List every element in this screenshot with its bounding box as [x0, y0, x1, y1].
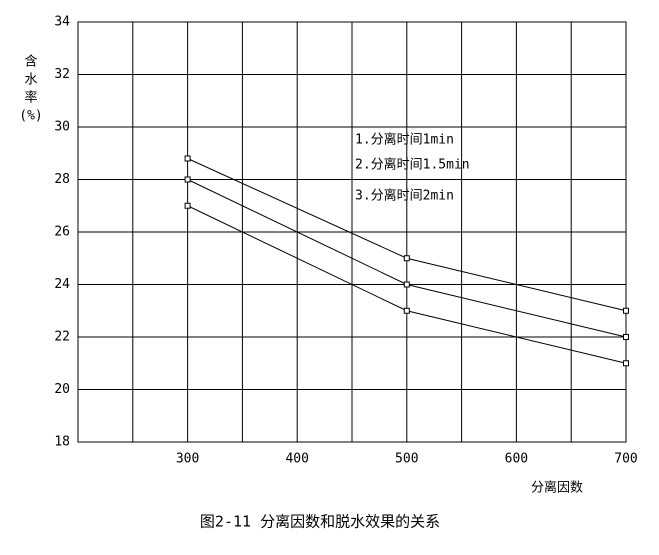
x-tick-label: 700	[614, 452, 637, 467]
y-tick-label: 28	[54, 172, 70, 187]
legend-entry: 2.分离时间1.5min	[355, 157, 470, 173]
point-marker	[623, 307, 629, 314]
point-marker	[403, 255, 410, 262]
point-marker	[184, 202, 191, 209]
y-axis-label: 含	[24, 54, 37, 70]
y-axis-label: (%)	[19, 109, 42, 124]
point-marker	[403, 281, 410, 288]
point-marker	[623, 334, 629, 340]
x-tick-label: 500	[395, 452, 418, 467]
y-tick-label: 24	[54, 277, 70, 292]
x-tick-label: 300	[176, 452, 199, 467]
y-tick-label: 18	[54, 435, 70, 450]
point-marker	[403, 307, 410, 314]
x-tick-label: 400	[285, 452, 308, 467]
y-tick-label: 34	[54, 15, 70, 30]
y-tick-label: 20	[54, 382, 70, 397]
point-marker	[184, 176, 191, 183]
y-tick-label: 26	[54, 225, 70, 240]
point-marker	[184, 155, 191, 162]
x-axis-label: 分离因数	[531, 480, 583, 496]
legend-entry: 3.分离时间2min	[355, 188, 454, 204]
caption: 图2-11 分离因数和脱水效果的关系	[200, 513, 440, 531]
legend-entry: 1.分离时间1min	[355, 132, 454, 148]
y-tick-label: 22	[54, 330, 70, 345]
y-axis-label: 水	[24, 73, 37, 88]
point-marker	[623, 360, 629, 367]
y-axis-label: 率	[24, 90, 37, 106]
x-tick-label: 600	[505, 452, 528, 467]
y-tick-label: 30	[54, 120, 70, 135]
y-tick-label: 32	[54, 67, 70, 82]
